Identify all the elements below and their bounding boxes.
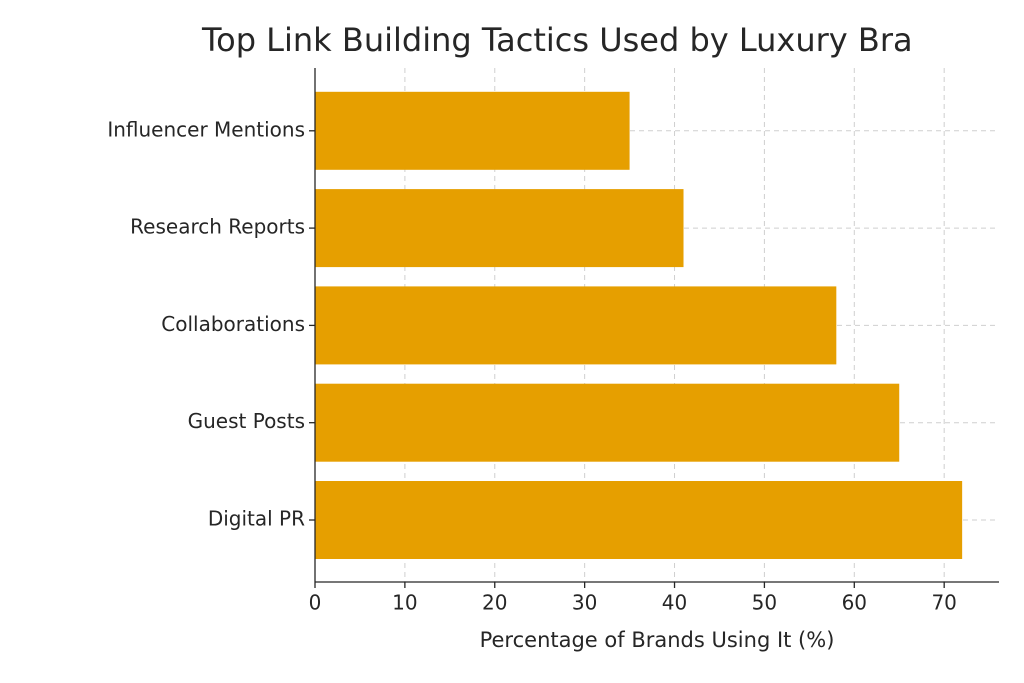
- x-axis-label: Percentage of Brands Using It (%): [480, 628, 835, 652]
- x-tick-label: 70: [931, 591, 956, 615]
- x-tick-label: 40: [662, 591, 687, 615]
- bar: [315, 189, 684, 268]
- y-tick-label: Influencer Mentions: [107, 117, 305, 141]
- x-tick-label: 30: [572, 591, 597, 615]
- bar: [315, 91, 630, 170]
- x-tick-label: 60: [842, 591, 867, 615]
- y-tick-label: Collaborations: [161, 312, 305, 336]
- y-tick-label: Guest Posts: [188, 409, 305, 433]
- x-tick-label: 0: [309, 591, 322, 615]
- x-tick-label: 20: [482, 591, 507, 615]
- bar: [315, 286, 837, 365]
- x-tick-label: 10: [392, 591, 417, 615]
- y-tick-label: Research Reports: [130, 215, 305, 239]
- bar: [315, 383, 900, 462]
- y-tick-label: Digital PR: [208, 507, 305, 531]
- bar: [315, 481, 963, 559]
- x-tick-label: 50: [752, 591, 777, 615]
- chart-title: Top Link Building Tactics Used by Luxury…: [201, 21, 913, 59]
